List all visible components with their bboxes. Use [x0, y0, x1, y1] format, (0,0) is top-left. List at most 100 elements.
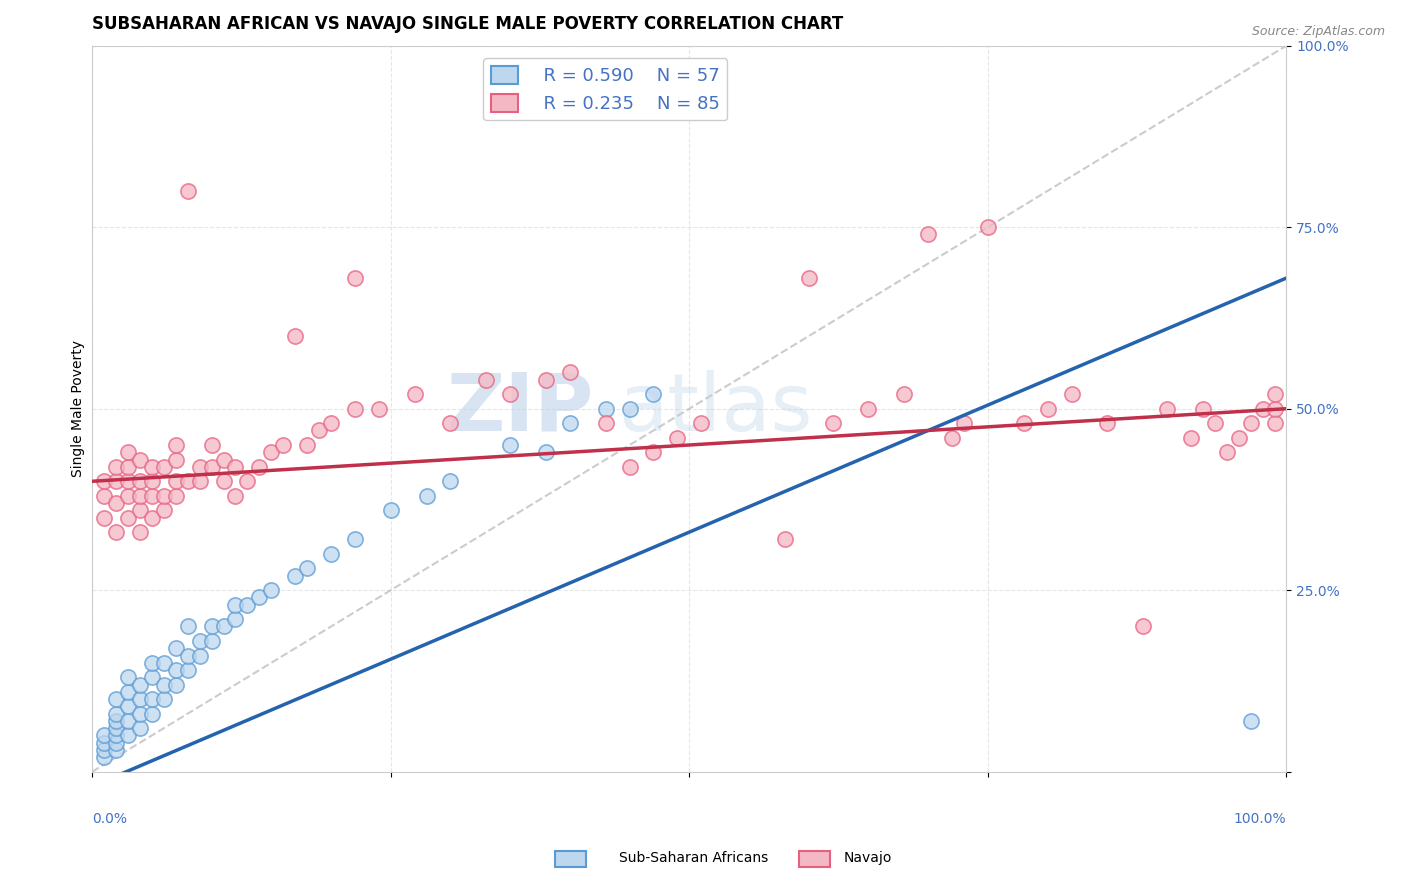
Point	[212, 475, 235, 489]
Point	[105, 692, 128, 706]
Point	[165, 641, 187, 656]
Point	[129, 692, 152, 706]
Point	[953, 416, 976, 430]
Point	[404, 387, 426, 401]
Y-axis label: Single Male Poverty: Single Male Poverty	[72, 340, 86, 477]
Point	[271, 438, 294, 452]
Point	[1263, 416, 1285, 430]
Point	[105, 721, 128, 735]
Point	[93, 743, 115, 757]
Point	[666, 431, 689, 445]
Point	[117, 714, 139, 728]
Point	[212, 452, 235, 467]
Point	[415, 489, 437, 503]
Point	[619, 401, 641, 416]
Point	[343, 271, 366, 285]
Point	[534, 373, 557, 387]
Point	[141, 656, 163, 670]
Point	[105, 459, 128, 474]
Point	[534, 445, 557, 459]
Point	[93, 750, 115, 764]
Point	[1216, 445, 1239, 459]
Point	[247, 459, 270, 474]
Point	[129, 525, 152, 540]
Point	[201, 634, 224, 648]
Point	[117, 445, 139, 459]
Point	[165, 452, 187, 467]
Point	[595, 416, 617, 430]
Text: Navajo: Navajo	[844, 851, 891, 865]
Point	[1132, 619, 1154, 633]
Point	[247, 591, 270, 605]
Text: ZIP: ZIP	[447, 369, 593, 448]
Text: Source: ZipAtlas.com: Source: ZipAtlas.com	[1251, 25, 1385, 38]
Point	[201, 438, 224, 452]
Point	[177, 648, 200, 663]
Point	[1036, 401, 1059, 416]
Point	[105, 743, 128, 757]
Text: Sub-Saharan Africans: Sub-Saharan Africans	[619, 851, 768, 865]
Point	[105, 728, 128, 742]
Point	[1097, 416, 1119, 430]
Point	[117, 475, 139, 489]
Point	[558, 365, 581, 379]
Point	[93, 736, 115, 750]
Point	[343, 401, 366, 416]
Point	[141, 489, 163, 503]
Point	[643, 445, 665, 459]
Point	[284, 329, 307, 343]
Point	[1156, 401, 1178, 416]
Point	[105, 736, 128, 750]
Point	[117, 459, 139, 474]
Point	[319, 547, 342, 561]
Point	[1240, 416, 1263, 430]
Point	[165, 475, 187, 489]
Point	[141, 510, 163, 524]
Point	[177, 619, 200, 633]
Point	[153, 503, 176, 517]
Point	[141, 706, 163, 721]
Point	[141, 692, 163, 706]
Point	[105, 496, 128, 510]
Point	[224, 459, 246, 474]
Point	[1192, 401, 1215, 416]
Point	[1180, 431, 1202, 445]
Point	[499, 438, 522, 452]
Point	[153, 489, 176, 503]
Point	[201, 459, 224, 474]
Point	[260, 583, 283, 598]
Point	[93, 728, 115, 742]
Point	[117, 728, 139, 742]
Text: atlas: atlas	[617, 369, 813, 448]
Point	[439, 475, 461, 489]
Point	[177, 663, 200, 677]
Point	[893, 387, 915, 401]
Point	[153, 677, 176, 691]
Point	[129, 475, 152, 489]
Point	[165, 677, 187, 691]
Text: SUBSAHARAN AFRICAN VS NAVAJO SINGLE MALE POVERTY CORRELATION CHART: SUBSAHARAN AFRICAN VS NAVAJO SINGLE MALE…	[93, 15, 844, 33]
Point	[177, 184, 200, 198]
Point	[1251, 401, 1274, 416]
Point	[858, 401, 880, 416]
Text: 100.0%: 100.0%	[1234, 812, 1286, 826]
Point	[105, 706, 128, 721]
Point	[105, 525, 128, 540]
Point	[93, 510, 115, 524]
Point	[117, 510, 139, 524]
Point	[319, 416, 342, 430]
Point	[201, 619, 224, 633]
Point	[117, 670, 139, 684]
Point	[797, 271, 820, 285]
Point	[141, 459, 163, 474]
Point	[439, 416, 461, 430]
Point	[224, 598, 246, 612]
Point	[105, 714, 128, 728]
Point	[367, 401, 389, 416]
Point	[129, 677, 152, 691]
Point	[941, 431, 963, 445]
Point	[1263, 387, 1285, 401]
Point	[129, 721, 152, 735]
Point	[165, 489, 187, 503]
Point	[129, 706, 152, 721]
